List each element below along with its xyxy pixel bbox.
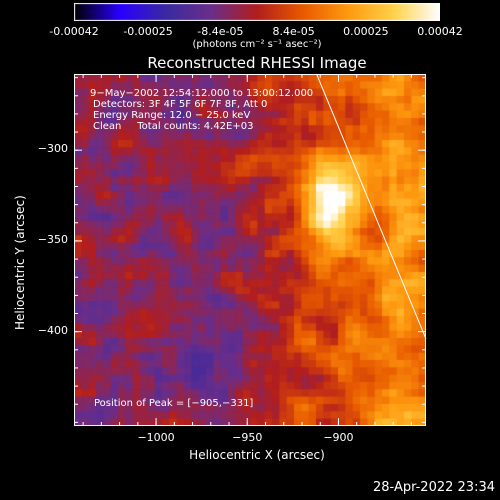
y-axis-title: Heliocentric Y (arcsec)	[13, 195, 27, 330]
annotation-energy-range: Energy Range: 12.0 − 25.0 keV	[93, 110, 251, 121]
x-tick-label: −1000	[137, 431, 175, 444]
annotation-detectors: Detectors: 3F 4F 5F 6F 7F 8F, Att 0	[93, 99, 268, 110]
x-axis-title: Heliocentric X (arcsec)	[189, 448, 325, 462]
peak-position-label: Position of Peak = [−905,−331]	[94, 398, 254, 409]
colorbar-tick-label: 8.4e-05	[272, 25, 315, 38]
x-tick-label: −900	[323, 431, 354, 444]
plot-border	[74, 74, 426, 426]
y-tick-label: −400	[37, 323, 68, 337]
x-tick-label: −950	[232, 431, 263, 444]
plot-title: Reconstructed RHESSI Image	[147, 54, 367, 72]
colorbar-tick-label: -8.4e-05	[197, 25, 244, 38]
y-tick-label: −300	[37, 142, 68, 156]
colorbar	[74, 3, 440, 21]
colorbar-tick-label: -0.00025	[123, 25, 173, 38]
colorbar-tick-label: 0.00025	[343, 25, 389, 38]
footer-timestamp: 28-Apr-2022 23:34	[373, 480, 495, 495]
y-tick-label: −350	[37, 232, 68, 246]
colorbar-tick-label: -0.00042	[49, 25, 99, 38]
colorbar-tick-label: 0.00042	[417, 25, 463, 38]
annotation-clean-counts: Clean Total counts: 4.42E+03	[93, 121, 254, 132]
annotation-time-range: 9−May−2002 12:54:12.000 to 13:00:12.000	[90, 88, 314, 99]
solar-limb-line	[316, 73, 427, 340]
rhessi-image	[74, 74, 426, 426]
colorbar-units: (photons cm⁻² s⁻¹ asec⁻²)	[192, 39, 322, 50]
